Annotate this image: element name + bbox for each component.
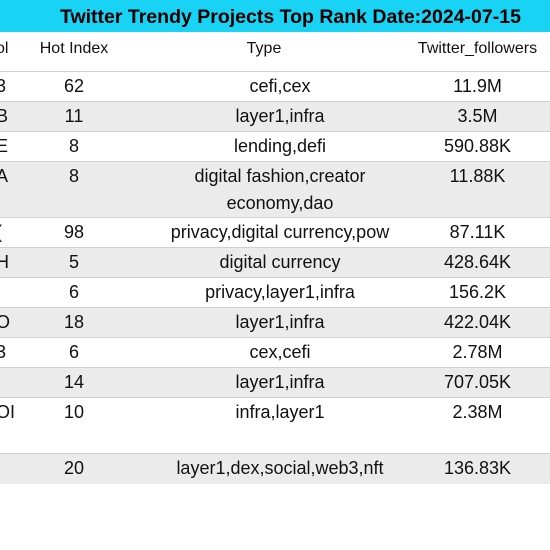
type-cell: cefi,cex	[130, 73, 430, 100]
type-line: digital fashion,creator	[194, 166, 366, 186]
type-cell: digital currency	[130, 249, 430, 276]
type-cell: layer1,infra	[130, 103, 430, 130]
followers-cell: 590.88K	[443, 136, 512, 156]
type-line: layer1,dex,social,web3,nft	[176, 458, 384, 478]
type-line: layer1,infra	[235, 106, 325, 126]
hot-index-cell: 18	[63, 312, 85, 332]
table-row: 3 62 cefi,cex 11.9M	[0, 71, 550, 102]
type-line: cefi,cex	[249, 76, 311, 96]
symbol-cell: E	[0, 136, 9, 156]
type-cell: infra,layer1	[130, 399, 430, 426]
followers-cell: 156.2K	[448, 282, 507, 302]
followers-cell: 422.04K	[443, 312, 512, 332]
followers-cell: 2.38M	[452, 402, 503, 422]
hot-index-cell: 8	[68, 166, 79, 186]
type-cell: layer1,infra	[130, 309, 430, 336]
table-row: H 5 digital currency 428.64K	[0, 247, 550, 278]
table-row: O 18 layer1,infra 422.04K	[0, 307, 550, 338]
type-cell: cex,cefi	[130, 339, 430, 366]
header-symbol: ol	[0, 40, 9, 57]
hot-index-cell: 20	[63, 458, 85, 478]
symbol-cell: (	[0, 222, 24, 243]
symbol-cell: OI	[0, 402, 16, 422]
type-line: economy,dao	[226, 193, 334, 213]
followers-cell: 2.78M	[452, 342, 503, 362]
type-line: privacy,digital currency,pow	[170, 222, 390, 242]
type-line: layer1,infra	[235, 372, 325, 392]
table-row: 3 6 cex,cefi 2.78M	[0, 337, 550, 368]
type-line: infra,layer1	[235, 402, 325, 422]
followers-cell: 136.83K	[443, 458, 512, 478]
type-cell: layer1,infra	[130, 369, 430, 396]
followers-cell: 11.88K	[449, 166, 506, 186]
table-row: E 8 lending,defi 590.88K	[0, 131, 550, 162]
title-bar: Twitter Trendy Projects Top Rank Date:20…	[0, 0, 550, 32]
type-line: cex,cefi	[249, 342, 311, 362]
followers-cell: 428.64K	[443, 252, 512, 272]
symbol-cell: H	[0, 252, 9, 272]
table-row: B 11 layer1,infra 3.5M	[0, 101, 550, 132]
hot-index-cell: 10	[63, 402, 85, 422]
followers-cell: 11.9M	[453, 76, 502, 96]
table-row: 20 layer1,dex,social,web3,nft 136.83K	[0, 453, 550, 484]
hot-index-cell: 6	[68, 342, 79, 362]
table-row: (98 privacy,digital currency,pow 87.11K	[0, 217, 550, 248]
symbol-cell: O	[0, 312, 11, 332]
followers-cell: 3.5M	[457, 106, 498, 126]
page-title: Twitter Trendy Projects Top Rank Date:20…	[60, 6, 521, 28]
type-cell: lending,defi	[130, 133, 430, 160]
hot-index-cell: 5	[68, 252, 79, 272]
table-row: 6 privacy,layer1,infra 156.2K	[0, 277, 550, 308]
hot-index-cell: 62	[63, 76, 85, 96]
type-cell: layer1,dex,social,web3,nft	[130, 455, 430, 482]
followers-cell: 707.05K	[443, 372, 512, 392]
type-cell: digital fashion,creator economy,dao	[130, 163, 430, 217]
symbol-cell: B	[0, 106, 9, 126]
type-line: lending,defi	[233, 136, 327, 156]
type-cell: privacy,layer1,infra	[130, 279, 430, 306]
header-followers: Twitter_followers	[417, 40, 538, 57]
table-row: 14 layer1,infra 707.05K	[0, 367, 550, 398]
type-line: layer1,infra	[235, 312, 325, 332]
hot-index-cell: 11	[64, 106, 84, 126]
type-line: privacy,layer1,infra	[205, 282, 355, 302]
hot-index-cell: 6	[68, 282, 79, 302]
header-type: Type	[246, 40, 282, 57]
table-row: A 8 digital fashion,creator economy,dao 11.8…	[0, 161, 550, 218]
hot-index-cell: 14	[63, 372, 85, 392]
type-line: digital currency	[219, 252, 341, 272]
type-cell: privacy,digital currency,pow	[130, 219, 430, 246]
hot-index-cell: 98	[63, 222, 85, 242]
followers-cell: 87.11K	[449, 222, 506, 242]
header-hot-index: Hot Index	[39, 40, 109, 57]
symbol-cell: A	[0, 166, 9, 186]
hot-index-cell: 8	[68, 136, 79, 156]
symbol-cell: 3	[0, 76, 7, 96]
table-row: OI 10 infra,layer1 2.38M	[0, 397, 550, 454]
symbol-cell: 3	[0, 342, 7, 362]
table-header: ol Hot Index Type Twitter_followers	[0, 36, 550, 66]
